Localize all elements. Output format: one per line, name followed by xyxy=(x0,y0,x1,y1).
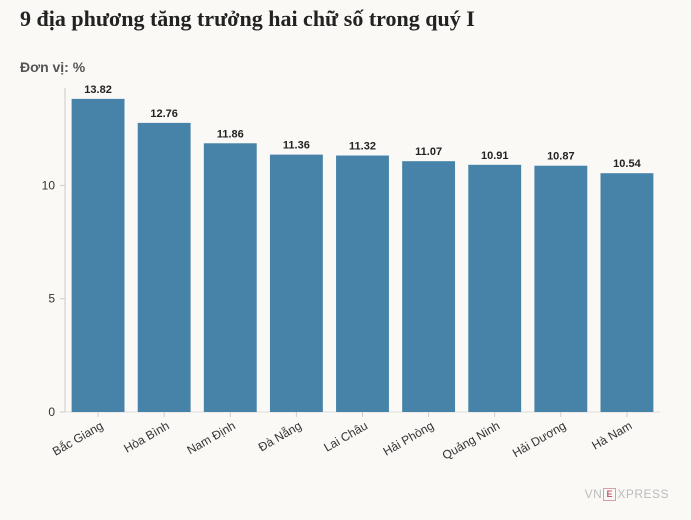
bar[interactable] xyxy=(71,98,125,413)
bar[interactable] xyxy=(600,173,654,412)
data-label: 11.86 xyxy=(217,128,244,140)
bars: 13.82 12.76 11.86 11.36 11.32 11.07 10.91 10.87… xyxy=(71,84,654,413)
logo-suffix: XPRESS xyxy=(617,487,669,501)
x-tick-label: Hải Phòng xyxy=(381,418,437,458)
x-tick-label: Đà Nẵng xyxy=(255,418,304,455)
x-tick-label: Hải Dương xyxy=(510,418,568,460)
logo-mark: E xyxy=(603,487,617,501)
y-tick-label: 5 xyxy=(48,292,55,306)
x-tick-label: Lai Châu xyxy=(321,418,370,454)
bar[interactable] xyxy=(336,155,389,413)
y-tick-label: 0 xyxy=(48,405,55,419)
vnexpress-logo: VN E XPRESS xyxy=(585,487,669,501)
data-label: 11.07 xyxy=(415,146,442,158)
x-tick-label: Nam Định xyxy=(185,418,238,457)
data-label: 10.87 xyxy=(547,151,575,163)
bar[interactable] xyxy=(137,122,191,413)
x-tick-label: Quảng Ninh xyxy=(440,418,502,462)
unit-label: Đơn vị: % xyxy=(20,59,86,75)
bar[interactable] xyxy=(269,154,323,412)
data-label: 13.82 xyxy=(84,84,112,96)
x-tick-label: Bắc Giang xyxy=(50,418,106,459)
data-label: 10.54 xyxy=(613,158,641,170)
bar[interactable] xyxy=(402,161,456,412)
data-label: 10.91 xyxy=(481,150,509,162)
bar[interactable] xyxy=(534,165,588,412)
bar[interactable] xyxy=(468,164,522,412)
chart-title: 9 địa phương tăng trưởng hai chữ số tron… xyxy=(20,6,475,31)
x-tick-label: Hà Nam xyxy=(589,418,634,452)
x-tick-label: Hòa Bình xyxy=(121,418,171,455)
data-label: 11.36 xyxy=(283,140,310,152)
bar[interactable] xyxy=(203,143,257,412)
x-axis: Bắc Giang Hòa Bình Nam Định Đà Nẵng Lai Châu… xyxy=(50,412,634,463)
data-label: 12.76 xyxy=(150,108,178,120)
data-label: 11.32 xyxy=(349,141,376,153)
y-tick-label: 10 xyxy=(42,178,56,192)
logo-prefix: VN xyxy=(584,487,603,501)
